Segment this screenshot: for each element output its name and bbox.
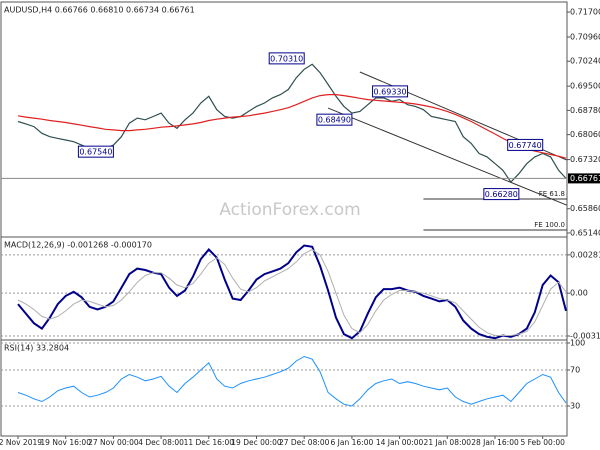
y-tick-label: 30 xyxy=(570,402,580,411)
annotation-box xyxy=(268,52,305,65)
panel-title: MACD(12,26,9) -0.001268 -0.000170 xyxy=(4,241,152,250)
series-line xyxy=(17,94,567,159)
y-tick-label: 0.68060 xyxy=(570,130,600,139)
fe-label: FE 61.8 xyxy=(539,190,565,198)
series-line xyxy=(17,355,567,407)
annotation-box xyxy=(507,138,544,151)
y-tick-label: 0.70240 xyxy=(570,57,600,66)
series-line xyxy=(17,248,567,336)
annotation-label: 0.67740 xyxy=(509,141,542,150)
annotation-box xyxy=(316,113,353,126)
annotation-box xyxy=(77,145,114,158)
x-tick-label: 14 Jan 00:00 xyxy=(376,438,424,447)
annotation-label: 0.70310 xyxy=(270,54,303,63)
y-tick-label: 0.00 xyxy=(570,289,588,298)
annotation-label: 0.67540 xyxy=(79,148,112,157)
x-tick-label: 21 Jan 08:00 xyxy=(424,438,472,447)
last-price-label: 0.66761 xyxy=(570,174,600,183)
y-tick-label: 0.68780 xyxy=(570,106,600,115)
watermark: ActionForex.com xyxy=(219,200,360,220)
x-tick-label: 27 Dec 08:00 xyxy=(279,438,330,447)
x-tick-label: 28 Jan 16:00 xyxy=(471,438,519,447)
annotation-label: 0.66280 xyxy=(485,190,518,199)
y-tick-label: -0.003141 xyxy=(570,332,600,341)
y-tick-label: 0.71700 xyxy=(570,8,600,17)
trendline xyxy=(327,107,567,206)
x-tick-label: 4 Dec 08:00 xyxy=(138,438,184,447)
x-tick-label: 5 Feb 00:00 xyxy=(520,438,565,447)
panel-title: AUDUSD,H4 0.66766 0.66810 0.66734 0.6676… xyxy=(4,6,195,15)
x-tick-label: 27 Nov 00:00 xyxy=(88,438,139,447)
annotation-label: 0.68490 xyxy=(318,116,351,125)
y-tick-label: 0.65860 xyxy=(570,204,600,213)
y-tick-label: 0.67320 xyxy=(570,155,600,164)
annotation-label: 0.69330 xyxy=(374,87,407,96)
y-tick-label: 70 xyxy=(570,366,580,375)
y-tick-label: 0.70960 xyxy=(570,32,600,41)
y-tick-label: 0.65140 xyxy=(570,228,600,237)
y-tick-label: 0.00281 xyxy=(570,250,600,259)
panel-frame xyxy=(0,339,568,437)
annotation-box xyxy=(483,188,520,201)
panel-title: RSI(14) 33.2804 xyxy=(4,344,69,353)
fe-label: FE 100.0 xyxy=(534,221,565,229)
y-tick-label: 100 xyxy=(570,339,585,348)
y-tick-label: 0.69500 xyxy=(570,82,600,91)
series-line xyxy=(17,244,567,340)
x-tick-label: 11 Dec 16:00 xyxy=(184,438,235,447)
x-tick-label: 19 Dec 00:00 xyxy=(231,438,282,447)
x-tick-label: 12 Nov 2019 xyxy=(0,438,42,447)
x-tick-label: 6 Jan 16:00 xyxy=(331,438,374,447)
annotation-box xyxy=(372,85,409,98)
x-tick-label: 19 Nov 16:00 xyxy=(40,438,91,447)
last-price-box xyxy=(568,173,600,184)
